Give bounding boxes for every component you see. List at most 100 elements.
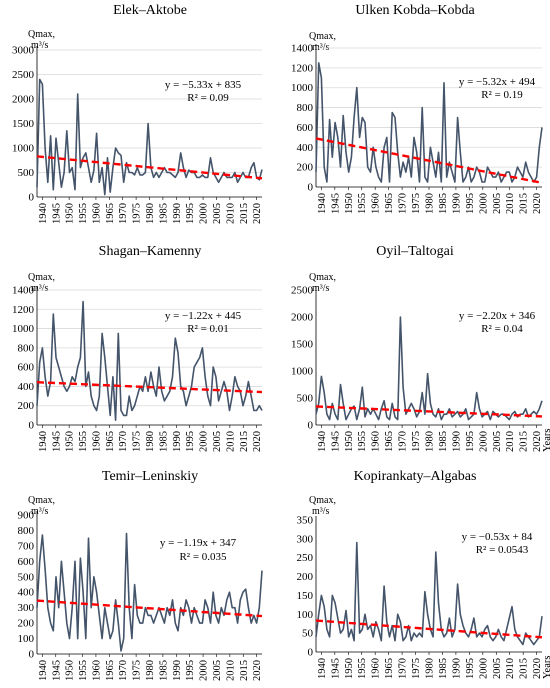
y-axis-label: Qmax, m³/s bbox=[309, 272, 336, 294]
x-tick-label: 2000 bbox=[199, 660, 210, 681]
x-tick-label: 1960 bbox=[91, 431, 102, 452]
x-tick-label: 2020 bbox=[252, 431, 263, 452]
y-axis-label-line: Qmax, bbox=[309, 31, 336, 42]
trend-r-squared: R² = 0.035 bbox=[179, 551, 227, 563]
y-tick-label: 600 bbox=[297, 122, 314, 134]
x-tick-label: 1975 bbox=[411, 658, 422, 679]
y-tick-label: 2000 bbox=[12, 94, 35, 106]
y-tick-label: 3000 bbox=[12, 45, 35, 57]
trend-r-squared: R² = 0.09 bbox=[187, 92, 229, 104]
y-tick-label: 400 bbox=[297, 142, 314, 154]
y-axis-label: Qmax, m³/s bbox=[28, 272, 55, 294]
y-axis-label-line: m³/s bbox=[31, 283, 49, 294]
x-tick-label: 1990 bbox=[172, 203, 183, 224]
y-tick-label: 100 bbox=[18, 633, 35, 645]
y-axis-label-line: m³/s bbox=[312, 283, 330, 294]
x-tick-label: 2000 bbox=[199, 431, 210, 452]
chart-title: Temir–Leninskiy bbox=[102, 469, 198, 484]
x-tick-label: 2015 bbox=[239, 203, 250, 224]
x-tick-label: 1990 bbox=[451, 193, 462, 214]
x-tick-label: 2010 bbox=[505, 193, 516, 214]
series-line bbox=[36, 78, 263, 196]
trend-line bbox=[315, 405, 543, 418]
y-tick-label: 1400 bbox=[291, 43, 314, 55]
x-tick-label: 2020 bbox=[532, 658, 543, 679]
y-tick-label: 500 bbox=[18, 571, 35, 583]
x-tick-label: 2000 bbox=[478, 193, 489, 214]
x-tick-label: 1975 bbox=[411, 193, 422, 214]
y-tick-label: 800 bbox=[18, 342, 35, 354]
y-axis-label-line: m³/s bbox=[31, 40, 49, 51]
x-tick-label: 1970 bbox=[398, 193, 409, 214]
x-tick-label: 1985 bbox=[158, 203, 169, 224]
x-tick-label: 1970 bbox=[398, 658, 409, 679]
x-tick-label: 1985 bbox=[438, 193, 449, 214]
y-tick-label: 1200 bbox=[12, 304, 35, 316]
x-tick-label: 2020 bbox=[252, 660, 263, 681]
series-line bbox=[315, 541, 543, 646]
x-tick-label: 1950 bbox=[344, 193, 355, 214]
chart-panel-1: Elek–Aktobe Qmax, m³/s 0 500 1000 1500 2000 2500… bbox=[12, 3, 263, 224]
y-tick-label: 0 bbox=[308, 420, 314, 432]
x-tick-label: 2005 bbox=[492, 431, 503, 452]
trend-r-squared: R² = 0.04 bbox=[481, 323, 523, 335]
y-tick-label: 900 bbox=[18, 510, 35, 522]
x-tick-label: 2020 bbox=[252, 203, 263, 224]
x-tick-label: 1940 bbox=[38, 431, 49, 452]
chart-panel-2: Ulken Kobda–Kobda Qmax, m³/s 0 200 400 600 800 1… bbox=[291, 3, 543, 214]
x-tick-label: 1940 bbox=[38, 660, 49, 681]
x-tick-label: 1940 bbox=[317, 193, 328, 214]
y-tick-label: 800 bbox=[18, 525, 35, 537]
y-tick-label: 50 bbox=[302, 628, 314, 640]
y-tick-label: 2000 bbox=[291, 312, 314, 324]
chart-panel-4: Oyil–Taltogai Qmax, m³/s 0 500 1000 1500 2000 25… bbox=[291, 244, 550, 452]
chart-title: Kopirankaty–Algabas bbox=[354, 469, 477, 484]
trend-equation: y = −1.22x + 445 bbox=[165, 310, 242, 322]
x-tick-label: 1940 bbox=[317, 658, 328, 679]
chart-title: Oyil–Taltogai bbox=[376, 244, 454, 259]
x-tick-label: 2020 bbox=[532, 193, 543, 214]
y-axis-label: Qmax, m³/s bbox=[309, 495, 336, 517]
y-axis-label-line: m³/s bbox=[31, 506, 49, 517]
y-tick-label: 200 bbox=[18, 400, 35, 412]
y-tick-label: 1000 bbox=[291, 366, 314, 378]
trend-line bbox=[36, 599, 263, 618]
y-tick-label: 1200 bbox=[291, 62, 314, 74]
x-tick-label: 1975 bbox=[132, 431, 143, 452]
x-tick-label: 1950 bbox=[65, 203, 76, 224]
y-axis-label-line: m³/s bbox=[312, 506, 330, 517]
trend-line bbox=[315, 619, 543, 639]
x-tick-label: 2005 bbox=[212, 660, 223, 681]
y-tick-label: 1500 bbox=[12, 118, 35, 130]
x-tick-label: 1985 bbox=[158, 431, 169, 452]
y-tick-label: 500 bbox=[18, 167, 35, 179]
y-tick-label: 700 bbox=[18, 540, 35, 552]
y-axis-label-line: Qmax, bbox=[28, 272, 55, 283]
y-tick-label: 1000 bbox=[291, 82, 314, 94]
y-tick-label: 0 bbox=[308, 647, 314, 659]
y-tick-label: 400 bbox=[18, 381, 35, 393]
y-tick-label: 350 bbox=[297, 515, 314, 527]
x-tick-label: 2010 bbox=[225, 660, 236, 681]
x-axis-title: Years bbox=[542, 429, 550, 452]
x-tick-label: 1980 bbox=[145, 660, 156, 681]
chart-title: Shagan–Kamenny bbox=[99, 244, 202, 259]
y-tick-label: 300 bbox=[18, 602, 35, 614]
series-line bbox=[36, 300, 263, 422]
y-tick-label: 1000 bbox=[12, 143, 35, 155]
trend-equation: y = −5.32x + 494 bbox=[459, 76, 536, 88]
y-tick-label: 300 bbox=[297, 533, 314, 545]
x-tick-label: 2015 bbox=[519, 658, 530, 679]
x-tick-label: 1995 bbox=[465, 658, 476, 679]
x-tick-label: 1955 bbox=[357, 193, 368, 214]
x-tick-label: 1995 bbox=[185, 660, 196, 681]
x-tick-label: 1990 bbox=[451, 431, 462, 452]
x-tick-label: 1975 bbox=[132, 660, 143, 681]
x-tick-label: 1965 bbox=[384, 431, 395, 452]
x-tick-label: 1945 bbox=[330, 431, 341, 452]
x-tick-label: 2000 bbox=[478, 658, 489, 679]
x-tick-label: 1945 bbox=[330, 658, 341, 679]
y-tick-label: 0 bbox=[308, 182, 314, 194]
trend-equation: y = −2.20x + 346 bbox=[459, 310, 536, 322]
